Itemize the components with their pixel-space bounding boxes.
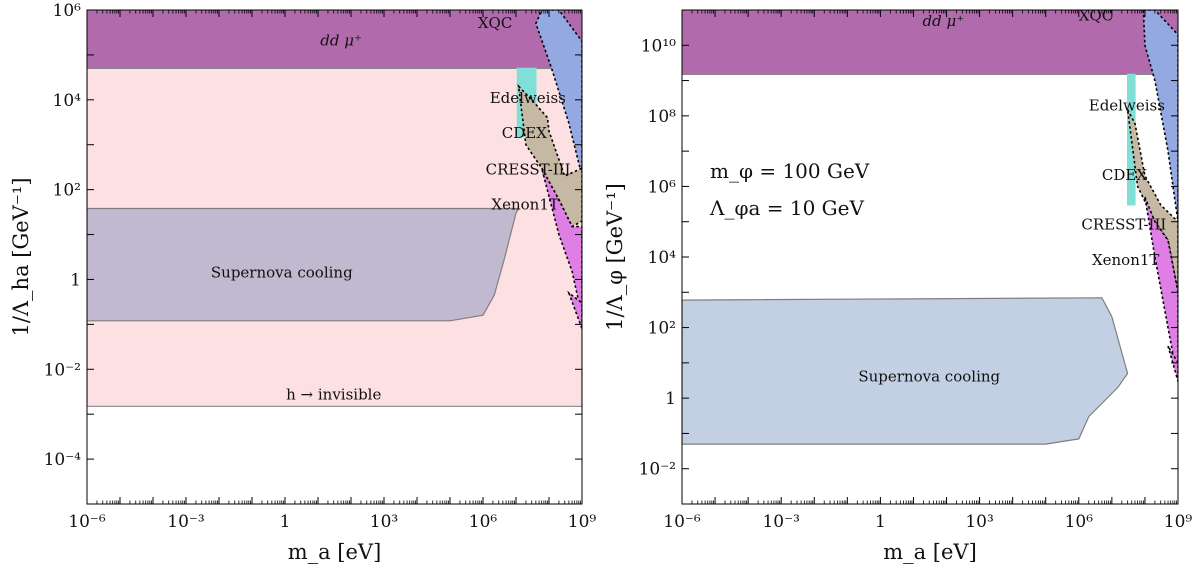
x-tick-label: 10⁶ <box>469 512 498 532</box>
x-tick-label: 10³ <box>965 512 993 532</box>
region-label-cresst-iii: CRESST-III <box>486 160 571 178</box>
region-xqc <box>535 10 582 177</box>
region-dd- <box>682 10 1178 76</box>
region-label-xqc: XQC <box>478 14 512 32</box>
y-tick-label: 1 <box>70 270 81 290</box>
region-edelweiss <box>1126 73 1136 206</box>
region-label-xqc: XQC <box>1079 7 1113 25</box>
region-dd- <box>87 10 582 70</box>
parameter-annotation: m_φ = 100 GeV <box>710 159 870 183</box>
region-label-xenon1t: Xenon1T <box>491 196 558 214</box>
region-cdex <box>517 84 582 228</box>
y-axis-label: 1/Λ_ha [GeV⁻¹] <box>9 177 33 336</box>
y-tick-label: 10⁶ <box>53 1 82 21</box>
right-panel: Supernova cooling dd μ⁺ Edelweiss XQC CDEX CR… <box>603 7 1192 564</box>
region-label-supernova-cooling: Supernova cooling <box>858 367 1000 385</box>
x-axis-label: m_a [eV] <box>288 540 382 564</box>
y-tick-label: 10⁶ <box>648 177 677 197</box>
x-tick-label: 10⁻³ <box>167 512 204 532</box>
region-label-h-invisible: h → invisible <box>286 386 381 404</box>
x-tick-label: 1 <box>875 512 886 532</box>
region-label-cdex: CDEX <box>502 124 547 142</box>
y-tick-label: 10⁻² <box>639 460 676 480</box>
region-label-cresst-iii: CRESST-III <box>1081 216 1166 234</box>
y-tick-label: 10⁴ <box>648 248 677 268</box>
region-cresst-iii <box>540 167 582 317</box>
region-label-edelweiss: Edelweiss <box>490 89 566 107</box>
y-tick-label: 1 <box>665 389 676 409</box>
region-label-edelweiss: Edelweiss <box>1089 97 1165 115</box>
y-tick-label: 10¹⁰ <box>641 36 676 56</box>
y-tick-label: 10² <box>53 181 81 201</box>
region-label-dd-: dd μ⁺ <box>923 12 965 30</box>
parameter-annotation: Λ_φa = 10 GeV <box>709 196 864 220</box>
region-label-xenon1t: Xenon1T <box>1092 251 1159 269</box>
left-panel: h → invisible Supernova cooling dd μ⁺ Edelw… <box>9 1 596 564</box>
y-tick-label: 10⁻⁴ <box>44 450 82 470</box>
y-tick-label: 10² <box>648 319 676 339</box>
region-label-cdex: CDEX <box>1102 166 1147 184</box>
x-tick-label: 10⁹ <box>1164 512 1193 532</box>
region-label-supernova-cooling: Supernova cooling <box>211 264 353 282</box>
plot-frame <box>86 9 583 505</box>
y-axis-label: 1/Λ_φ [GeV⁻¹] <box>603 183 627 331</box>
x-tick-label: 10⁻³ <box>762 512 799 532</box>
region-xqc <box>1142 10 1178 222</box>
region-xenon1t <box>1167 345 1178 382</box>
region-label-dd-: dd μ⁺ <box>320 32 362 50</box>
x-tick-label: 10⁻⁶ <box>663 512 701 532</box>
y-tick-label: 10⁴ <box>53 91 82 111</box>
plot-area <box>682 10 1178 445</box>
region-xenon1t <box>567 290 582 329</box>
y-tick-label: 10⁸ <box>648 107 677 127</box>
region-supernova-cooling <box>682 297 1129 445</box>
region-cresst-iii <box>1144 196 1178 382</box>
x-axis-label: m_a [eV] <box>883 540 977 564</box>
x-tick-label: 10⁶ <box>1065 512 1094 532</box>
x-tick-label: 10⁻⁶ <box>68 512 106 532</box>
x-tick-label: 1 <box>280 512 291 532</box>
x-tick-label: 10³ <box>370 512 398 532</box>
x-tick-label: 10⁹ <box>568 512 597 532</box>
plot-area <box>87 10 582 407</box>
region-supernova-cooling <box>87 207 520 322</box>
y-tick-label: 10⁻² <box>44 360 81 380</box>
